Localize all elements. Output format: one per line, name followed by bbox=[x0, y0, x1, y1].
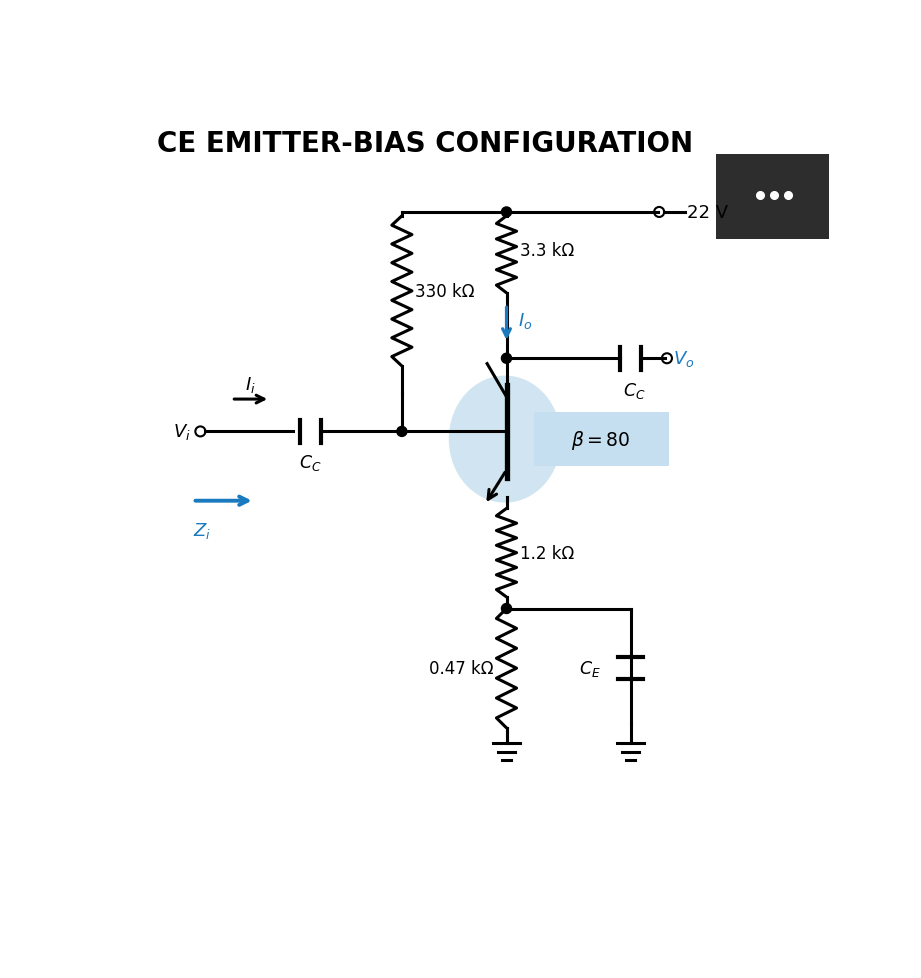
Text: $Z_i$: $Z_i$ bbox=[192, 520, 211, 541]
FancyBboxPatch shape bbox=[533, 413, 670, 467]
Circle shape bbox=[501, 354, 511, 364]
Text: 330 kΩ: 330 kΩ bbox=[415, 283, 474, 300]
Text: 3.3 kΩ: 3.3 kΩ bbox=[519, 243, 574, 260]
Circle shape bbox=[501, 603, 511, 614]
Text: 0.47 kΩ: 0.47 kΩ bbox=[429, 659, 494, 678]
Text: CE EMITTER-BIAS CONFIGURATION: CE EMITTER-BIAS CONFIGURATION bbox=[157, 129, 694, 157]
Text: $V_i$: $V_i$ bbox=[172, 422, 191, 442]
FancyBboxPatch shape bbox=[716, 156, 832, 240]
Circle shape bbox=[397, 427, 407, 437]
Text: $V_o$: $V_o$ bbox=[673, 349, 694, 369]
Text: $I_o$: $I_o$ bbox=[519, 310, 532, 331]
Text: $C_C$: $C_C$ bbox=[299, 453, 321, 472]
Text: 22 V: 22 V bbox=[687, 203, 729, 222]
Circle shape bbox=[501, 207, 511, 218]
Text: $C_E$: $C_E$ bbox=[579, 658, 601, 679]
Text: $C_C$: $C_C$ bbox=[624, 380, 646, 400]
Ellipse shape bbox=[449, 377, 561, 503]
Text: $\beta = 80$: $\beta = 80$ bbox=[571, 428, 631, 451]
Text: $I_i$: $I_i$ bbox=[245, 375, 256, 394]
Text: 1.2 kΩ: 1.2 kΩ bbox=[519, 544, 574, 562]
